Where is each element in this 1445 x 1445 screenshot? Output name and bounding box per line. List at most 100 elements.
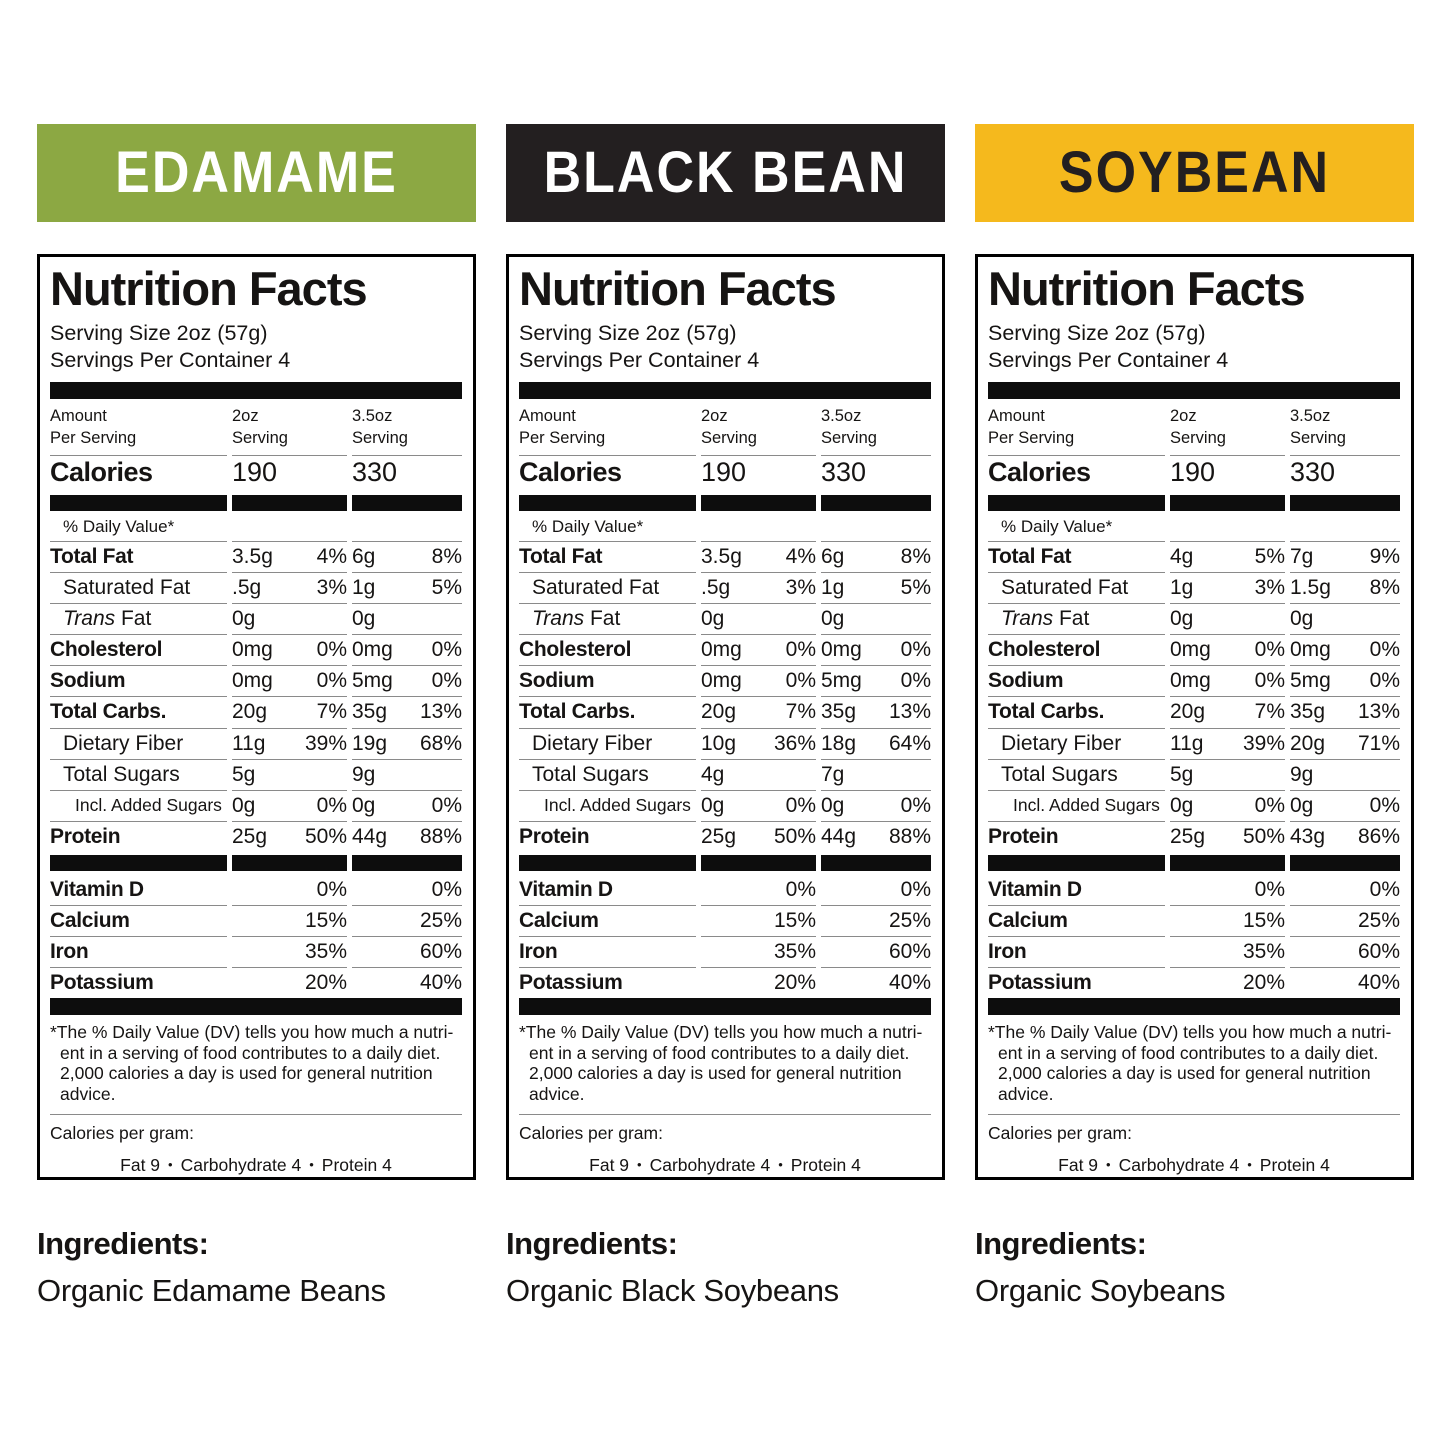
bullet-separator: • [1247, 1157, 1252, 1173]
nutrient-name: Incl. Added Sugars [519, 789, 696, 821]
nutrient-dv-2oz: 50% [304, 824, 347, 848]
nutrient-dv-3-5oz: 0% [900, 793, 931, 817]
nutrient-row: Saturated Fat .5g 3% 1g 5% [519, 572, 931, 603]
ingredients-section: Ingredients: Organic Edamame Beans [37, 1226, 476, 1309]
nutrient-amount-3-5oz: 1.5g [1290, 576, 1331, 600]
calories-3-5oz-value: 330 [1290, 454, 1400, 493]
nutrient-dv-3-5oz: 68% [419, 731, 462, 755]
footnote-separator [988, 1114, 1400, 1116]
nutrient-col-2oz: .5g 3% [232, 572, 347, 603]
product-name: BLACK BEAN [543, 140, 908, 206]
nutrient-amount-3-5oz: 35g [821, 700, 857, 724]
nutrient-col-3-5oz: 0g 0% [821, 789, 931, 821]
nutrient-row: Cholesterol 0mg 0% 0mg 0% [988, 634, 1400, 665]
nutrient-row: Cholesterol 0mg 0% 0mg 0% [519, 634, 931, 665]
nutrient-amount-3-5oz: 5mg [352, 669, 393, 693]
nutrient-row: Dietary Fiber 11g 39% 19g 68% [50, 727, 462, 759]
serving-size-line: Serving Size 2oz (57g) [519, 320, 737, 345]
nutrient-rows: Total Fat 3.5g 4% 6g 8% Saturated Fat .5g 3% 1g 5… [519, 540, 931, 852]
nutrient-name: Protein [50, 820, 227, 852]
calories-per-gram-item: Carbohydrate 4 [1118, 1155, 1240, 1176]
nutrient-row: Total Sugars 4g 7g [519, 758, 931, 790]
nutrient-amount-3-5oz: 0g [821, 793, 845, 817]
nutrient-col-2oz: 0mg 0% [1170, 665, 1285, 696]
micro-row: Vitamin D 0% 0% [519, 875, 931, 905]
nutrition-facts-panel: Nutrition Facts Serving Size 2oz (57g) S… [975, 254, 1414, 1180]
nutrient-dv-2oz: 0% [1254, 793, 1285, 817]
nutrient-amount-2oz: 10g [701, 731, 737, 755]
nutrient-col-2oz: 0g [1170, 603, 1285, 634]
nutrient-dv-3-5oz: 8% [431, 544, 462, 568]
nutrient-col-2oz: 11g 39% [232, 727, 347, 759]
calories-row: Calories 190 330 [519, 454, 931, 493]
micro-dv-2oz: 0% [785, 877, 816, 901]
micro-name: Iron [50, 936, 227, 967]
nutrient-dv-2oz: 7% [785, 700, 816, 724]
bullet-separator: • [168, 1157, 173, 1173]
spacer-cell [352, 515, 462, 541]
column-header: 2oz Serving [1170, 399, 1285, 455]
spacer-cell [701, 515, 816, 541]
nutrient-amount-3-5oz: 0g [352, 793, 376, 817]
nutrient-amount-2oz: 1g [1170, 576, 1194, 600]
nutrient-col-2oz: 0mg 0% [1170, 634, 1285, 665]
ingredients-text: Organic Edamame Beans [37, 1273, 386, 1308]
nutrient-col-3-5oz: 18g 64% [821, 727, 931, 759]
nutrient-dv-3-5oz: 8% [1369, 576, 1400, 600]
nutrient-name: Total Fat [519, 540, 696, 572]
nutrient-amount-2oz: 20g [1170, 700, 1206, 724]
nutrient-amount-2oz: 0g [701, 793, 725, 817]
nutrient-col-2oz: 20g 7% [1170, 696, 1285, 727]
serving-size-line: Serving Size 2oz (57g) [50, 320, 268, 345]
daily-value-header-row: % Daily Value* [50, 515, 462, 541]
calories-row: Calories 190 330 [50, 454, 462, 493]
daily-value-header: % Daily Value* [532, 517, 644, 537]
micro-name: Vitamin D [50, 877, 144, 901]
nutrient-amount-3-5oz: 44g [821, 824, 857, 848]
column-header-line2: Per Serving [988, 428, 1075, 447]
nutrient-row: Total Carbs. 20g 7% 35g 13% [50, 696, 462, 727]
footnote-line: *The % Daily Value (DV) tells you how mu… [50, 1022, 454, 1043]
nutrient-name: Saturated Fat [988, 572, 1165, 603]
column-headers-row: Amount Per Serving 2oz Serving 3.5oz Serving [988, 399, 1400, 455]
micro-rows: Vitamin D 0% 0% Calcium 15% 25% Iron 35% 60% Pota… [50, 875, 462, 998]
nutrient-amount-2oz: 25g [1170, 824, 1206, 848]
micro-dv-3-5oz: 0% [1369, 877, 1400, 901]
nutrient-dv-3-5oz: 13% [419, 700, 462, 724]
nutrient-dv-3-5oz: 8% [900, 544, 931, 568]
micro-dv-2oz: 35% [701, 936, 816, 967]
nutrient-amount-2oz: 0mg [1170, 638, 1211, 662]
micro-name: Potassium [988, 967, 1165, 998]
nutrient-amount-3-5oz: 7g [821, 762, 845, 786]
divider-bar-segmented [50, 854, 462, 871]
nutrient-col-2oz: 20g 7% [232, 696, 347, 727]
product-column: SOYBEAN Nutrition Facts Serving Size 2oz… [975, 124, 1414, 1309]
micro-dv-2oz: 15% [1170, 904, 1285, 936]
nutrient-name: Trans Fat [519, 603, 696, 634]
nutrient-row: Dietary Fiber 10g 36% 18g 64% [519, 727, 931, 759]
daily-value-header-row: % Daily Value* [988, 515, 1400, 541]
nutrient-amount-3-5oz: 7g [1290, 544, 1314, 568]
nutrient-dv-2oz: 0% [316, 669, 347, 693]
nutrient-amount-2oz: 0g [232, 793, 256, 817]
ingredients-heading: Ingredients: [506, 1226, 678, 1261]
nutrient-col-3-5oz: 5mg 0% [352, 665, 462, 696]
column-header: 3.5oz Serving [352, 399, 462, 455]
micro-dv-3-5oz: 40% [352, 967, 462, 998]
nutrient-name: Sodium [988, 665, 1165, 696]
micro-dv-3-5oz: 25% [821, 904, 931, 936]
micro-name: Calcium [50, 904, 227, 936]
nutrient-col-3-5oz: 5mg 0% [821, 665, 931, 696]
nutrient-dv-3-5oz: 5% [431, 576, 462, 600]
bullet-separator: • [1106, 1157, 1111, 1173]
micro-dv-2oz: 15% [232, 904, 347, 936]
ingredients-section: Ingredients: Organic Soybeans [975, 1226, 1414, 1309]
nutrient-amount-3-5oz: 0mg [821, 638, 862, 662]
serving-size-line: Serving Size 2oz (57g) [988, 320, 1206, 345]
nutrient-col-2oz: 0g 0% [1170, 789, 1285, 821]
nutrient-row: Trans Fat 0g 0g [988, 603, 1400, 634]
nutrient-amount-3-5oz: 6g [821, 544, 845, 568]
micro-row: Iron 35% 60% [519, 936, 931, 967]
nutrient-col-3-5oz: 35g 13% [352, 696, 462, 727]
nutrient-dv-2oz: 0% [785, 793, 816, 817]
